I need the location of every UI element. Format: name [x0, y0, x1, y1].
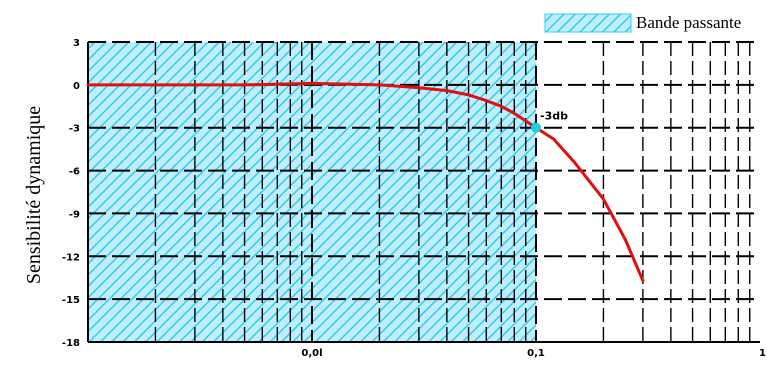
- y-tick-label: -12: [62, 252, 80, 263]
- cutoff-annotation: -3db: [540, 110, 568, 123]
- y-tick-label: -15: [62, 295, 80, 306]
- y-tick-label: 0: [73, 81, 80, 92]
- legend-swatch: [544, 13, 632, 33]
- y-tick-label: -6: [69, 167, 80, 178]
- y-tick-label: -9: [69, 209, 80, 220]
- y-tick-label: -3: [69, 124, 80, 135]
- grid: [87, 41, 760, 343]
- x-tick-label: 0,1: [527, 348, 545, 359]
- cutoff-marker: [531, 122, 541, 133]
- legend: Bande passante: [544, 13, 741, 33]
- legend-label: Bande passante: [636, 13, 741, 32]
- y-axis-label: Sensibilité dynamique: [23, 106, 45, 284]
- y-tick-label: 3: [73, 38, 80, 49]
- y-tick-label: -18: [62, 338, 80, 349]
- x-tick-label: 1: [759, 348, 766, 359]
- x-tick-label: 0,0l: [301, 348, 322, 359]
